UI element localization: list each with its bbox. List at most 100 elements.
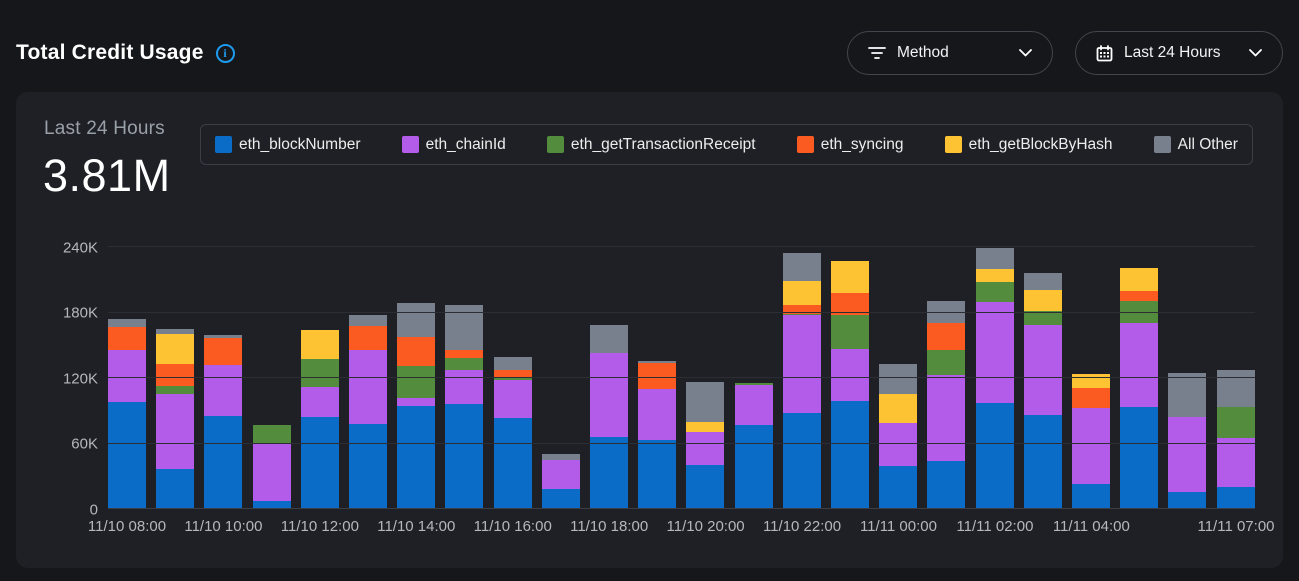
bar-segment: [638, 440, 677, 509]
bar-11-11-07-00[interactable]: [1216, 247, 1255, 509]
bar-segment: [975, 248, 1014, 269]
bar-segment: [493, 378, 532, 381]
bar-segment: [782, 412, 821, 509]
bar-segment: [156, 468, 195, 509]
bar-segment: [156, 334, 195, 364]
bar-11-10-09-00[interactable]: [156, 247, 195, 509]
bar-11-11-04-00[interactable]: [1072, 247, 1111, 509]
x-tick-label: 11/10 12:00: [280, 518, 359, 535]
legend-swatch: [944, 136, 962, 153]
bar-11-10-22-00[interactable]: [782, 247, 821, 509]
x-axis-line: [108, 508, 1255, 509]
x-tick-label: 11/10 18:00: [570, 518, 649, 535]
gridline: [108, 377, 1255, 378]
bar-segment: [1168, 491, 1207, 509]
bar-segment: [349, 325, 388, 350]
bar-segment: [1072, 387, 1111, 408]
bar-11-10-17-00[interactable]: [541, 247, 580, 509]
info-icon[interactable]: i: [215, 43, 235, 63]
bar-segment: [879, 394, 918, 423]
bar-segment: [927, 323, 966, 350]
legend-item[interactable]: eth_syncing: [796, 135, 904, 154]
bar-11-11-05-00[interactable]: [1120, 247, 1159, 509]
bar-11-10-16-00[interactable]: [493, 247, 532, 509]
y-tick-label: 0: [89, 501, 98, 518]
bar-segment: [590, 352, 629, 437]
bar-segment: [156, 394, 195, 469]
chevron-down-icon: [1019, 49, 1032, 57]
plot-area: 11/10 08:00 11/10 10:00 11/10 12:00 11/10 1…: [63, 239, 1275, 535]
bar-segment: [300, 359, 339, 387]
bar-11-11-02-00[interactable]: [975, 247, 1014, 509]
bar-segment: [686, 465, 725, 509]
chevron-down-icon: [1249, 49, 1262, 57]
bar-segment: [493, 357, 532, 371]
bar-segment: [1168, 372, 1207, 418]
legend-label: eth_syncing: [820, 135, 904, 153]
bar-segment: [638, 360, 677, 363]
bar-11-10-19-00[interactable]: [638, 247, 677, 509]
bar-segment: [831, 348, 870, 401]
bar-segment: [686, 421, 725, 432]
legend-label: eth_getBlockByHash: [968, 135, 1113, 153]
bar-segment: [108, 349, 146, 403]
legend-item[interactable]: eth_getBlockByHash: [944, 135, 1113, 154]
legend-swatch: [215, 136, 232, 153]
legend-swatch: [796, 136, 814, 153]
bar-11-11-01-00[interactable]: [927, 247, 966, 509]
bar-segment: [1072, 373, 1111, 388]
x-tick-label: 11/11 02:00: [956, 518, 1034, 535]
bar-segment: [445, 370, 484, 405]
bar-11-10-15-00[interactable]: [445, 247, 484, 509]
date-range-dropdown[interactable]: Last 24 Hours: [1075, 31, 1283, 75]
legend-item[interactable]: eth_getTransactionReceipt: [546, 135, 756, 154]
bar-segment: [1072, 483, 1111, 509]
bar-segment: [397, 302, 436, 337]
bar-segment: [1023, 273, 1062, 290]
bar-11-10-21-00[interactable]: [734, 247, 773, 509]
legend-swatch: [1153, 136, 1171, 153]
legend-label: eth_blockNumber: [239, 135, 361, 153]
bar-11-10-10-00[interactable]: [204, 247, 243, 509]
bar-segment: [493, 380, 532, 419]
legend-label: eth_chainId: [425, 135, 506, 153]
bar-11-10-12-00[interactable]: [300, 247, 339, 509]
legend-swatch: [401, 136, 419, 153]
bar-11-10-23-00[interactable]: [831, 247, 870, 509]
bar-segment: [782, 252, 821, 281]
bar-11-10-08-00[interactable]: [108, 247, 146, 509]
bar-segment: [734, 384, 773, 425]
bar-segment: [831, 400, 870, 509]
bar-11-10-13-00[interactable]: [349, 247, 388, 509]
bar-11-11-00-00[interactable]: [879, 247, 918, 509]
bar-segment: [975, 403, 1014, 509]
bar-segment: [1216, 370, 1255, 408]
gridline: [108, 246, 1255, 247]
legend-item[interactable]: eth_chainId: [401, 135, 506, 154]
y-tick-label: 240K: [62, 239, 98, 256]
bar-segment: [252, 443, 291, 502]
bar-11-10-14-00[interactable]: [397, 247, 436, 509]
bar-11-11-06-00[interactable]: [1168, 247, 1207, 509]
x-tick-label: 11/11 07:00: [1197, 518, 1275, 535]
credit-usage-card: Last 24 Hours 3.81M eth_blockNumber eth_c…: [16, 92, 1283, 568]
bar-segment: [1216, 438, 1255, 488]
bar-11-11-03-00[interactable]: [1023, 247, 1062, 509]
gridline: [108, 311, 1255, 313]
bar-segment: [445, 349, 484, 359]
bar-segment: [879, 466, 918, 509]
legend-label: eth_getTransactionReceipt: [570, 135, 756, 153]
bar-segment: [541, 454, 580, 460]
bar-11-10-18-00[interactable]: [590, 247, 629, 509]
legend-item[interactable]: All Other: [1153, 136, 1238, 154]
method-dropdown[interactable]: Method: [847, 31, 1053, 75]
bar-11-10-11-00[interactable]: [252, 247, 291, 509]
bar-11-10-20-00[interactable]: [686, 247, 725, 509]
bar-segment: [686, 431, 725, 466]
legend-item[interactable]: eth_blockNumber: [215, 136, 360, 154]
bar-segment: [927, 460, 966, 509]
bar-segment: [831, 314, 870, 349]
bar-segment: [349, 349, 388, 424]
filter-controls: Method: [847, 31, 1283, 75]
bar-segment: [1072, 407, 1111, 484]
